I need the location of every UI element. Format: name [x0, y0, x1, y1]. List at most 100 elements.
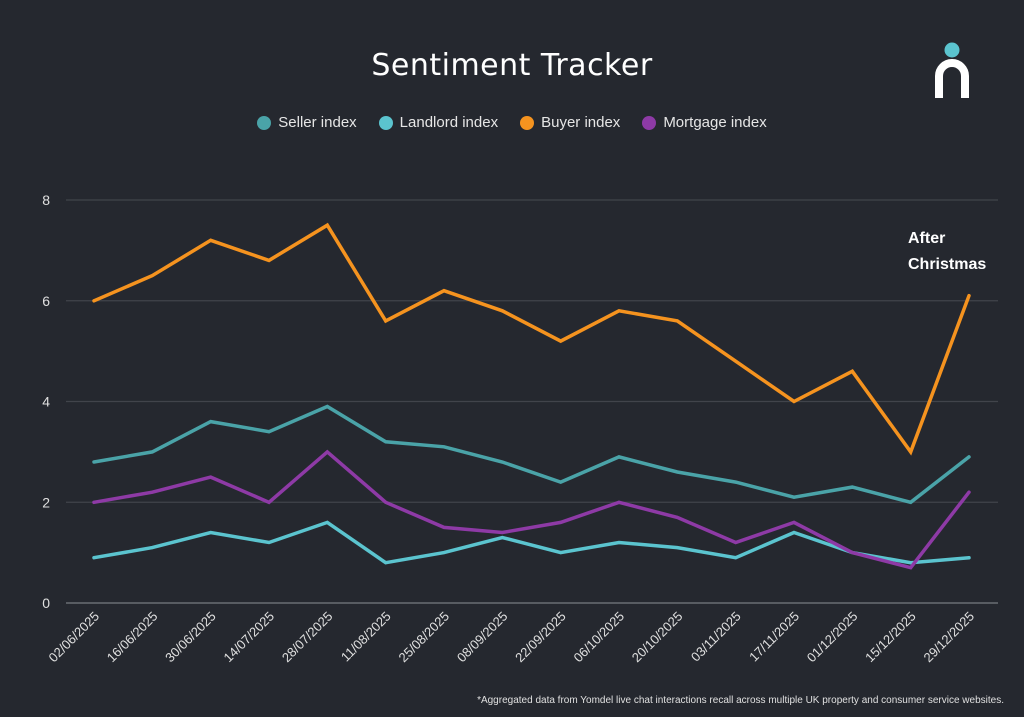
y-axis-ticks: 0 2 4 6 8: [42, 192, 50, 611]
data-point: [675, 515, 679, 519]
data-point: [384, 500, 388, 504]
data-point: [442, 525, 446, 529]
data-point: [967, 294, 971, 298]
x-tick-label: 01/12/2025: [804, 609, 861, 666]
x-tick-label: 15/12/2025: [862, 609, 919, 666]
x-tick-label: 22/09/2025: [512, 609, 569, 666]
brand-logo-icon: [935, 42, 969, 98]
data-point: [909, 566, 913, 570]
data-point: [267, 258, 271, 262]
y-tick-label: 8: [42, 192, 50, 208]
legend-item-seller[interactable]: Seller index: [257, 114, 357, 131]
data-point: [559, 520, 563, 524]
data-point: [500, 309, 504, 313]
y-tick-label: 2: [42, 494, 50, 510]
data-point: [267, 541, 271, 545]
legend-label-landlord: Landlord index: [399, 114, 499, 131]
data-point: [967, 455, 971, 459]
data-point: [792, 520, 796, 524]
annotation-after: After: [908, 230, 945, 247]
data-point: [734, 359, 738, 363]
data-point: [734, 541, 738, 545]
data-point: [967, 556, 971, 560]
data-point: [850, 369, 854, 373]
data-point: [617, 455, 621, 459]
data-point: [92, 299, 96, 303]
legend-item-landlord[interactable]: Landlord index: [378, 114, 499, 131]
data-point: [792, 530, 796, 534]
data-point: [909, 561, 913, 565]
series-lines: [92, 222, 971, 570]
chart-title: Sentiment Tracker: [371, 48, 653, 83]
data-point: [150, 274, 154, 278]
x-tick-label: 28/07/2025: [279, 609, 336, 666]
x-tick-label: 08/09/2025: [454, 609, 511, 666]
data-point: [92, 460, 96, 464]
legend-marker-mortgage: [642, 115, 657, 130]
x-tick-label: 16/06/2025: [104, 609, 161, 666]
legend-item-buyer[interactable]: Buyer index: [520, 114, 620, 131]
data-point: [909, 500, 913, 504]
x-tick-label: 11/08/2025: [338, 609, 394, 665]
y-tick-label: 0: [42, 595, 50, 611]
data-point: [325, 450, 329, 454]
y-tick-label: 6: [42, 293, 50, 309]
data-point: [267, 430, 271, 434]
x-tick-label: 02/06/2025: [45, 609, 102, 666]
x-axis-ticks: 02/06/2025 16/06/2025 30/06/2025 14/07/2025…: [45, 609, 977, 666]
legend-label-mortgage: Mortgage index: [663, 114, 767, 131]
data-point: [675, 319, 679, 323]
data-point: [384, 319, 388, 323]
x-tick-label: 20/10/2025: [629, 609, 686, 666]
legend-item-mortgage[interactable]: Mortgage index: [642, 114, 767, 131]
data-point: [500, 530, 504, 534]
series-line-landlord-index: [92, 520, 971, 565]
data-point: [150, 490, 154, 494]
data-point: [559, 480, 563, 484]
data-point: [500, 536, 504, 540]
x-tick-label: 25/08/2025: [395, 609, 452, 666]
data-point: [909, 450, 913, 454]
logo-dot: [944, 42, 960, 58]
annotation-christmas: Christmas: [908, 256, 986, 273]
data-point: [442, 445, 446, 449]
x-tick-label: 17/11/2025: [746, 609, 802, 665]
data-point: [209, 475, 213, 479]
data-point: [617, 309, 621, 313]
x-tick-label: 14/07/2025: [220, 609, 277, 666]
data-point: [150, 450, 154, 454]
data-point: [92, 556, 96, 560]
data-point: [267, 500, 271, 504]
gridlines: [66, 199, 998, 604]
x-tick-label: 03/11/2025: [688, 609, 744, 665]
data-point: [792, 495, 796, 499]
data-point: [325, 520, 329, 524]
legend-marker-buyer: [520, 115, 535, 130]
legend-label-seller: Seller index: [278, 114, 357, 131]
logo-arch: [935, 59, 969, 98]
data-point: [325, 223, 329, 227]
legend-marker-landlord: [378, 115, 393, 130]
data-point: [209, 238, 213, 242]
legend-marker-seller: [257, 115, 272, 130]
data-point: [734, 480, 738, 484]
data-point: [500, 460, 504, 464]
data-point: [850, 485, 854, 489]
legend-label-buyer: Buyer index: [541, 114, 621, 131]
data-point: [967, 490, 971, 494]
data-point: [850, 551, 854, 555]
footnote: *Aggregated data from Yomdel live chat i…: [477, 695, 1004, 706]
x-tick-label: 29/12/2025: [920, 609, 977, 666]
data-point: [442, 289, 446, 293]
data-point: [675, 546, 679, 550]
series-line-mortgage-index: [92, 449, 971, 570]
legend: Seller index Landlord index Buyer index …: [0, 114, 1024, 131]
data-point: [442, 551, 446, 555]
x-tick-label: 06/10/2025: [570, 609, 627, 666]
data-point: [209, 530, 213, 534]
data-point: [325, 405, 329, 409]
series-line-seller-index: [92, 404, 971, 505]
x-tick-label: 30/06/2025: [162, 609, 219, 666]
data-point: [734, 556, 738, 560]
